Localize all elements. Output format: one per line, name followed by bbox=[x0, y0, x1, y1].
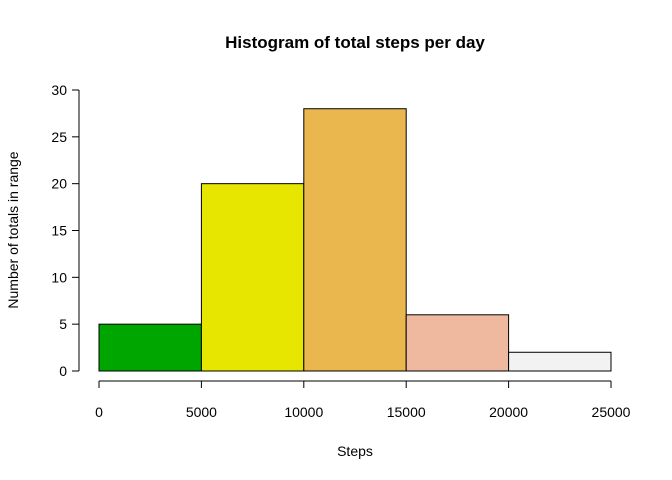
y-tick-label: 30 bbox=[51, 82, 67, 98]
histogram-bar bbox=[98, 323, 202, 372]
histogram-bar bbox=[405, 314, 510, 372]
histogram-bar bbox=[508, 351, 612, 372]
chart-title: Histogram of total steps per day bbox=[225, 33, 485, 52]
x-tick-label: 5000 bbox=[186, 404, 217, 420]
y-tick-label: 15 bbox=[51, 223, 67, 239]
x-tick-label: 10000 bbox=[284, 404, 323, 420]
y-axis: 0 5 10 15 20 25 30 bbox=[51, 82, 80, 379]
x-tick-label: 15000 bbox=[387, 404, 426, 420]
x-tick-label: 25000 bbox=[592, 404, 631, 420]
histogram-bar bbox=[303, 108, 407, 372]
bars-group bbox=[98, 108, 612, 372]
y-axis-label: Number of totals in range bbox=[5, 151, 21, 308]
x-tick-label: 20000 bbox=[489, 404, 528, 420]
y-tick-label: 20 bbox=[51, 176, 67, 192]
y-tick-label: 0 bbox=[59, 363, 67, 379]
x-axis: 0 5000 10000 15000 20000 25000 bbox=[95, 380, 631, 420]
x-tick-label: 0 bbox=[95, 404, 103, 420]
y-tick-label: 5 bbox=[59, 316, 67, 332]
y-tick-label: 10 bbox=[51, 269, 67, 285]
x-axis-label: Steps bbox=[337, 443, 373, 459]
y-tick-label: 25 bbox=[51, 129, 67, 145]
histogram-bar bbox=[200, 183, 305, 372]
